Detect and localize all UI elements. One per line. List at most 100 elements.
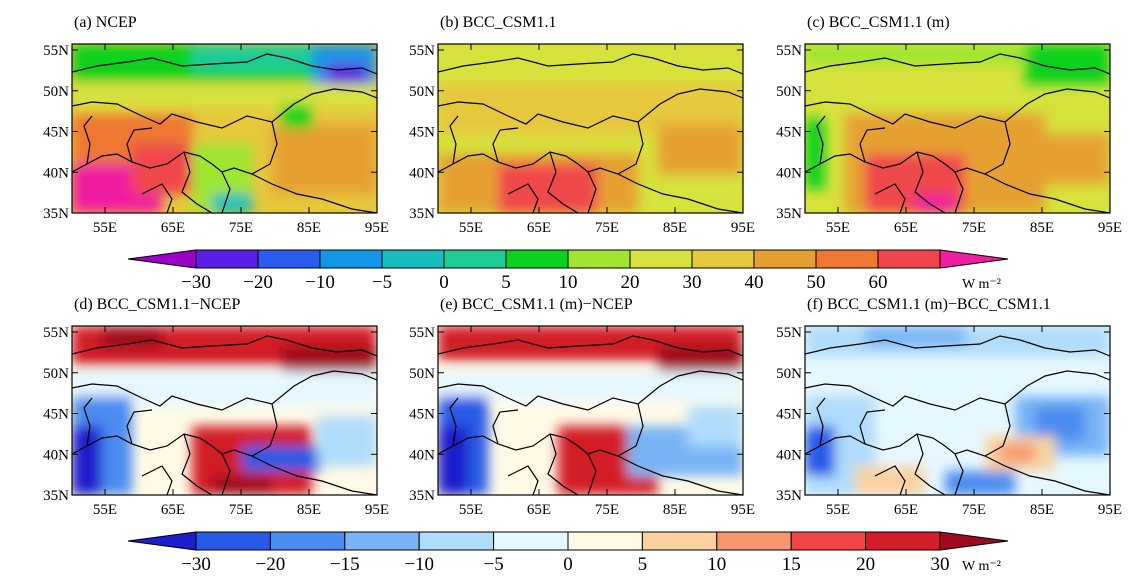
- lon-tick-label: 85E: [1030, 220, 1054, 236]
- colorbar-level-label: −10: [404, 554, 434, 575]
- map-frame: [437, 43, 744, 214]
- lat-tick-label: 45N: [409, 125, 435, 141]
- lat-tick-label: 50N: [43, 366, 69, 382]
- lat-tick-label: 35N: [43, 488, 69, 504]
- lat-tick-label: 55N: [43, 43, 69, 59]
- field-shading: [805, 44, 1110, 213]
- country-borders: [72, 53, 377, 213]
- lat-tick-label: 55N: [409, 325, 435, 341]
- lon-tick-label: 95E: [365, 502, 389, 518]
- lon-tick-label: 55E: [826, 502, 850, 518]
- lon-tick-label: 75E: [595, 502, 619, 518]
- lat-tick-label: 55N: [776, 325, 802, 341]
- lon-tick-label: 85E: [1030, 502, 1054, 518]
- colorbar-level-label: 10: [707, 554, 726, 575]
- colorbar-level-label: 30: [931, 554, 950, 575]
- colorbar-box: [381, 249, 445, 269]
- lat-tick-label: 45N: [776, 125, 802, 141]
- map-frame: [437, 325, 744, 496]
- panel-title: (c) BCC_CSM1.1 (m): [807, 14, 950, 31]
- colorbar-level-label: −10: [305, 272, 335, 293]
- lon-tick-label: 95E: [365, 220, 389, 236]
- colorbar-level-label: 15: [782, 554, 801, 575]
- colorbar-box: [319, 249, 383, 269]
- lat-tick-label: 55N: [776, 43, 802, 59]
- panel-e: (e) BCC_CSM1.1 (m)−NCEP 55N 50N 45N 40N 35N 5…: [409, 296, 755, 518]
- lat-tick-label: 35N: [776, 488, 802, 504]
- colorbar-level-label: −20: [243, 272, 273, 293]
- colorbar-box: [195, 249, 259, 269]
- colorbar-bottom: −30 −20 −15 −10 −5 0 5 10 15 20 30 W m⁻²: [127, 531, 1009, 575]
- field-shading: [438, 44, 743, 213]
- colorbar-end-high: [939, 249, 1009, 269]
- country-borders: [805, 53, 1110, 213]
- colorbar-unit: W m⁻²: [962, 277, 1001, 292]
- lon-tick-label: 85E: [663, 502, 687, 518]
- lat-tick-label: 40N: [43, 165, 69, 181]
- colorbar-level-label: −5: [372, 272, 392, 293]
- colorbar-level-label: 20: [621, 272, 640, 293]
- lon-tick-label: 75E: [595, 220, 619, 236]
- lon-tick-label: 65E: [894, 220, 918, 236]
- country-borders: [438, 335, 743, 495]
- lon-tick-label: 95E: [731, 220, 755, 236]
- lon-tick-label: 75E: [962, 502, 986, 518]
- lon-tick-label: 85E: [663, 220, 687, 236]
- lat-tick-label: 45N: [43, 407, 69, 423]
- colorbar-box: [641, 531, 718, 551]
- lat-tick-label: 35N: [409, 488, 435, 504]
- lon-tick-label: 95E: [1098, 220, 1122, 236]
- lat-tick-label: 40N: [776, 165, 802, 181]
- lat-tick-label: 35N: [43, 206, 69, 222]
- colorbar-end-low: [127, 249, 197, 269]
- panel-c: (c) BCC_CSM1.1 (m) 55N 50N 45N 40N 35N 55E 65E…: [776, 14, 1122, 236]
- colorbar-box: [877, 249, 941, 269]
- colorbar-box: [269, 531, 346, 551]
- colorbar-box: [790, 531, 867, 551]
- map-frame: [71, 325, 378, 496]
- panel-title: (f) BCC_CSM1.1 (m)−BCC_CSM1.1: [807, 296, 1051, 313]
- lon-tick-label: 55E: [93, 220, 117, 236]
- colorbar-box: [815, 249, 879, 269]
- panel-title: (b) BCC_CSM1.1: [440, 14, 556, 31]
- lat-tick-label: 50N: [409, 84, 435, 100]
- lon-tick-label: 85E: [297, 502, 321, 518]
- colorbar-level-label: 30: [683, 272, 702, 293]
- panel-b: (b) BCC_CSM1.1 55N 50N 45N 40N 35N 55E 65E 75E 8…: [409, 14, 755, 236]
- colorbar-level-label: 40: [745, 272, 764, 293]
- colorbar-level-label: 5: [501, 272, 511, 293]
- colorbar-box: [691, 249, 755, 269]
- lat-tick-label: 45N: [43, 125, 69, 141]
- country-borders: [805, 335, 1110, 495]
- colorbar-box: [865, 531, 941, 551]
- field-shading: [72, 326, 377, 495]
- lon-tick-label: 65E: [161, 502, 185, 518]
- panel-a: (a) NCEP 55N 50N 45N 40N 35N 55E 65E 75E 85E 95E: [43, 14, 389, 236]
- colorbar-level-label: −15: [330, 554, 360, 575]
- panel-f: (f) BCC_CSM1.1 (m)−BCC_CSM1.1 55N 50N 45N 4…: [776, 296, 1122, 518]
- lat-tick-label: 45N: [409, 407, 435, 423]
- lat-tick-label: 55N: [409, 43, 435, 59]
- colorbar-box: [753, 249, 817, 269]
- lat-tick-label: 40N: [409, 165, 435, 181]
- colorbar-level-label: −5: [483, 554, 503, 575]
- colorbar-level-label: 10: [559, 272, 578, 293]
- colorbar-end-high: [939, 531, 1009, 551]
- panel-d: (d) BCC_CSM1.1−NCEP 55N 50N 45N 40N 35N 55E 65…: [43, 296, 389, 518]
- lon-tick-label: 65E: [527, 502, 551, 518]
- lon-tick-label: 75E: [962, 220, 986, 236]
- lon-tick-label: 95E: [731, 502, 755, 518]
- country-borders: [72, 335, 377, 495]
- map-frame: [71, 43, 378, 214]
- colorbar-level-label: 50: [807, 272, 826, 293]
- field-shading: [72, 44, 377, 213]
- colorbar-box: [567, 249, 631, 269]
- colorbar-level-label: −20: [256, 554, 286, 575]
- lat-tick-label: 40N: [43, 447, 69, 463]
- lon-tick-label: 75E: [229, 502, 253, 518]
- colorbar-box: [418, 531, 495, 551]
- panel-title: (e) BCC_CSM1.1 (m)−NCEP: [440, 296, 633, 313]
- colorbar-level-label: −30: [181, 554, 211, 575]
- lon-tick-label: 65E: [161, 220, 185, 236]
- colorbar-box: [344, 531, 420, 551]
